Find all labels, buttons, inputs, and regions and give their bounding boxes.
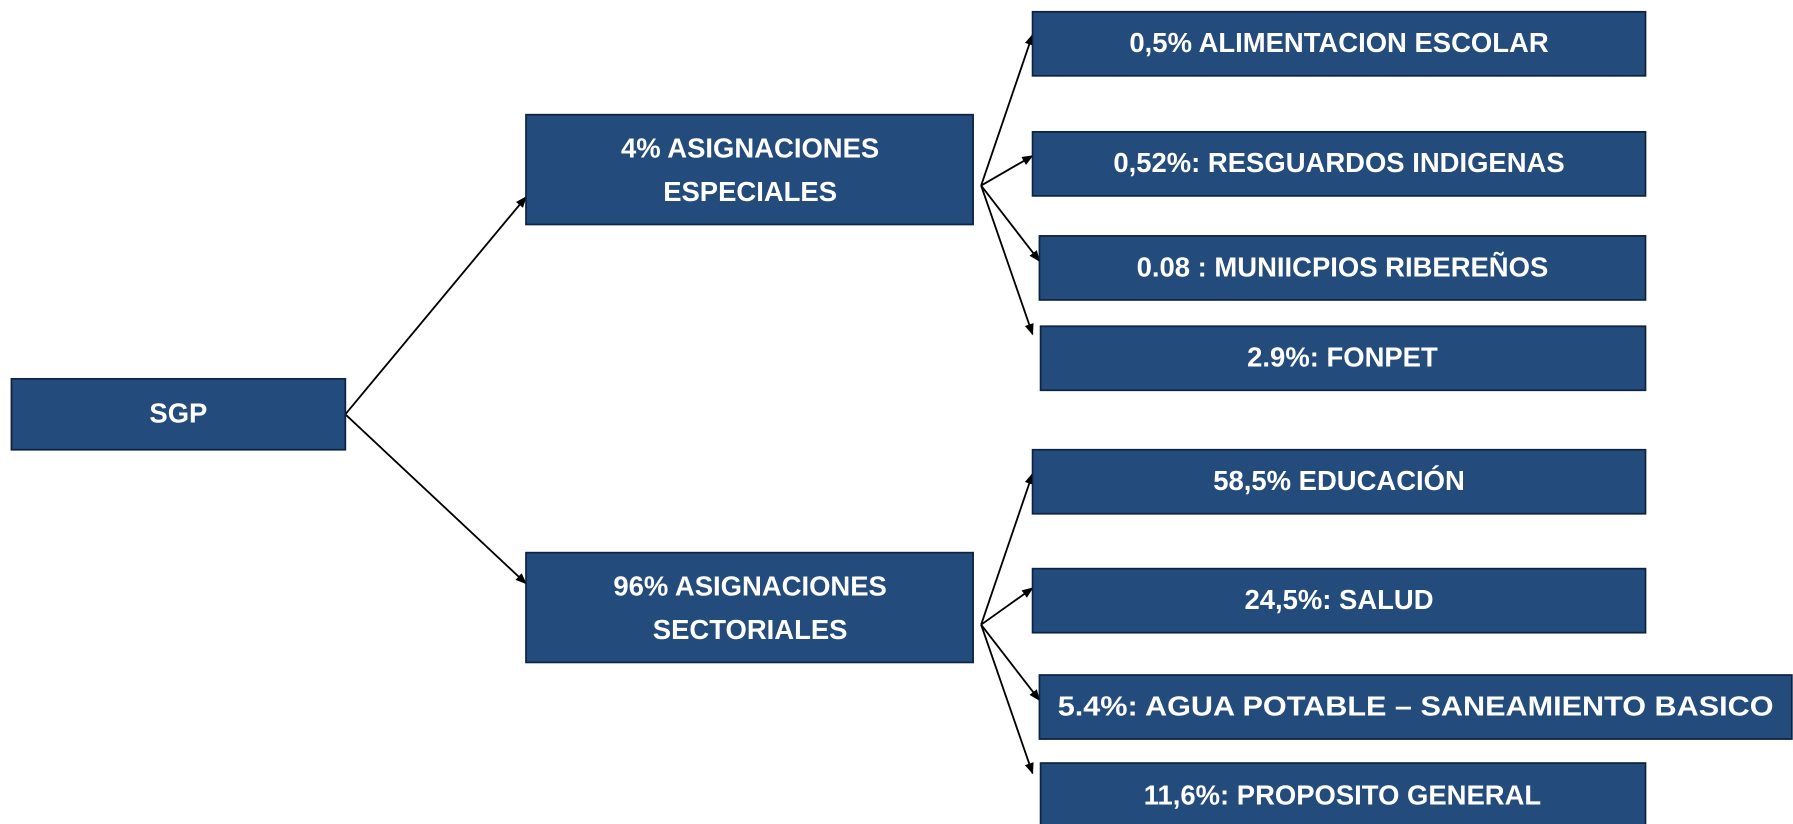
leaf-box <box>1031 130 1647 197</box>
leaf-box <box>1031 448 1647 515</box>
arrow <box>980 624 1041 702</box>
leaf-box <box>1039 762 1647 824</box>
arrow <box>980 587 1034 626</box>
leaf-label: 58,5% EDUCACIÓN <box>1213 465 1465 496</box>
branch-label: SECTORIALES <box>653 614 848 645</box>
root-box <box>10 377 347 451</box>
arrow <box>344 413 527 585</box>
connectors <box>344 33 1041 775</box>
leaf-label: 11,6%: PROPOSITO GENERAL <box>1144 780 1541 811</box>
branch-label: ESPECIALES <box>663 176 837 207</box>
branch-label: 4% ASIGNACIONES <box>621 132 879 163</box>
leaf-box <box>1038 674 1793 740</box>
arrow <box>980 624 1034 775</box>
arrow <box>980 185 1041 262</box>
branch-box <box>525 113 974 226</box>
leaf-label: 0,52%: RESGUARDOS INDIGENAS <box>1113 147 1564 178</box>
leaf-box <box>1031 567 1647 634</box>
arrow <box>344 196 527 415</box>
leaf-label: 5.4%: AGUA POTABLE – SANEAMIENTO BASICO <box>1058 690 1774 721</box>
leaf-box <box>1039 325 1647 392</box>
arrow <box>980 155 1034 187</box>
arrow <box>980 185 1034 336</box>
root-label: SGP <box>149 398 207 429</box>
leaf-label: 2.9%: FONPET <box>1247 342 1438 373</box>
leaf-box <box>1031 10 1647 77</box>
leaf-label: 0.08 : MUNIICPIOS RIBEREÑOS <box>1137 251 1549 282</box>
leaf-label: 24,5%: SALUD <box>1245 584 1434 615</box>
branch-box <box>525 551 974 664</box>
arrow <box>980 472 1034 625</box>
leaf-box <box>1038 235 1647 301</box>
branch-label: 96% ASIGNACIONES <box>613 570 886 601</box>
leaf-label: 0,5% ALIMENTACION ESCOLAR <box>1129 27 1548 58</box>
arrow <box>980 33 1034 186</box>
